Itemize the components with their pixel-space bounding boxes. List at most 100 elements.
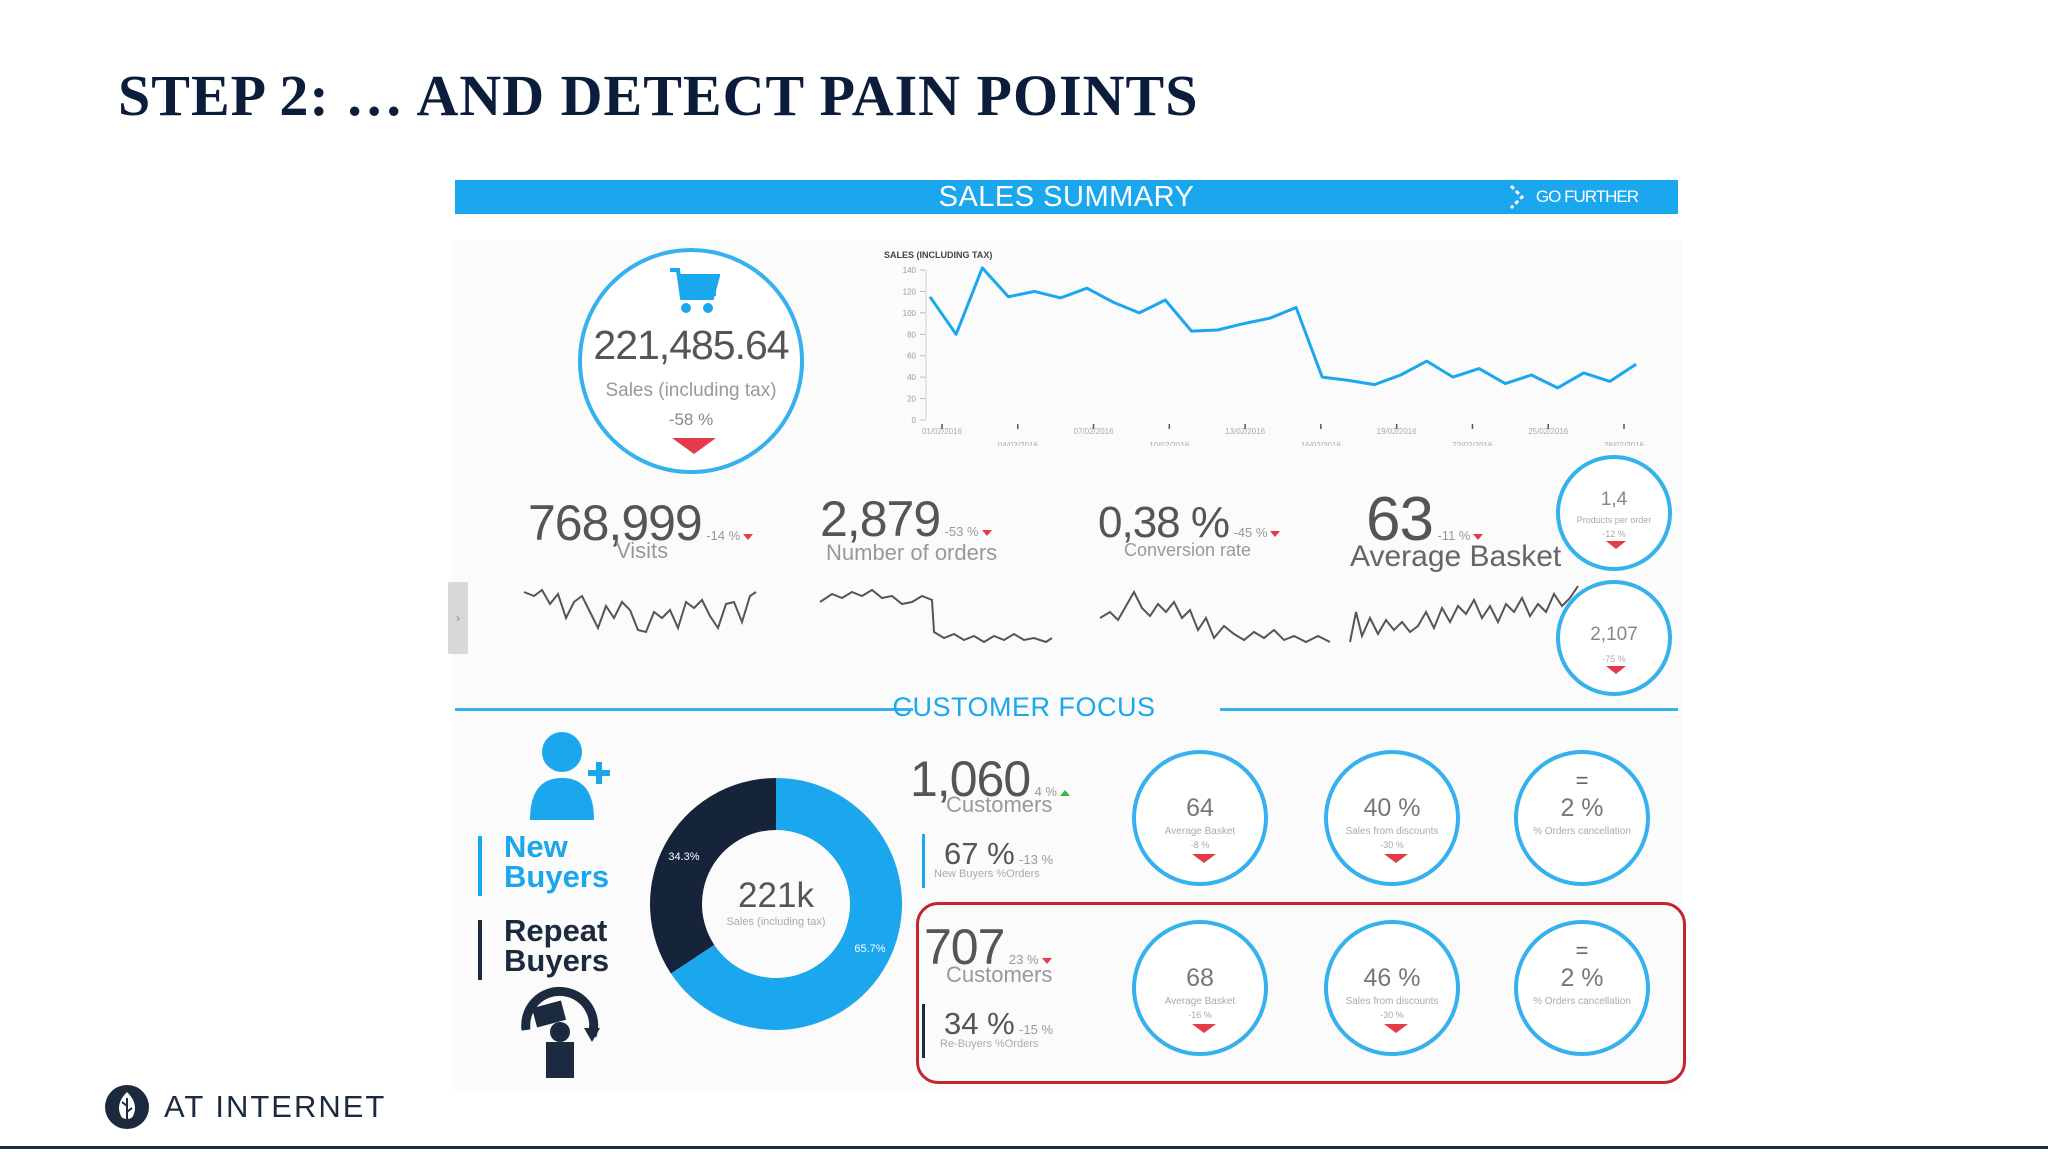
y-tick-label: 120 <box>903 287 917 296</box>
circle-value: 1,4 <box>1600 489 1628 510</box>
circle-label: Average Basket <box>1164 826 1236 837</box>
down-arrow-icon <box>1473 533 1484 540</box>
pct-label: New Buyers %Orders <box>934 868 1040 880</box>
circle-label: % Orders cancellation <box>1533 996 1631 1007</box>
kpi-label: Number of orders <box>826 540 998 565</box>
donut-slice-label: 65.7% <box>854 943 885 955</box>
new-buyers-average-basket-circle: 64 Average Basket -8 % <box>1132 750 1268 886</box>
equal-icon: = <box>1575 938 1589 963</box>
customers-value: 1,060 <box>910 751 1031 807</box>
circle-value: 68 <box>1186 964 1214 992</box>
new-buyers-bar <box>922 834 925 888</box>
new-buyers-label: New Buyers <box>504 829 610 894</box>
new-buyers-customers: 1,060 4 % <box>910 750 1070 808</box>
orders-sparkline <box>819 588 1053 644</box>
down-arrow-icon <box>1606 541 1626 549</box>
divider-line-left <box>455 708 913 711</box>
x-tick-label: 16/02/2016 <box>1301 441 1342 446</box>
sales-line-chart: SALES (INCLUDING TAX) 0 20 40 60 80 100 120 140 0… <box>884 250 1645 446</box>
down-arrow-icon <box>1041 957 1052 964</box>
repeat-buyers-customers: 707 23 % <box>924 918 1052 976</box>
x-tick-label: 25/02/2016 <box>1528 427 1569 436</box>
bottom-rule <box>0 1146 2048 1149</box>
sales-total-value: 221,485.64 <box>593 322 789 368</box>
x-tick-label: 04/02/2016 <box>998 441 1039 446</box>
circle-label: % Orders cancellation <box>1533 826 1631 837</box>
circle-change: -30 % <box>1380 840 1404 850</box>
kpi-orders: 2,879 -53 % <box>820 490 992 548</box>
circle-label: Products per order <box>1576 515 1652 525</box>
x-tick-label: 19/02/2016 <box>1377 427 1418 436</box>
kpi-conversion: 0,38 % -45 % <box>1098 498 1281 548</box>
y-tick-label: 80 <box>907 330 916 339</box>
kpi-value: 0,38 % <box>1098 498 1230 547</box>
circle-change: -16 % <box>1188 1010 1212 1020</box>
repeat-buyers-average-basket-circle: 68 Average Basket -16 % <box>1132 920 1268 1056</box>
sales-total-change: -58 % <box>668 410 714 429</box>
circle-value: 2 % <box>1560 794 1604 822</box>
kpi-change: -45 % <box>1233 525 1281 540</box>
brand-name: AT INTERNET <box>164 1089 387 1124</box>
side-collapse-tab[interactable]: › <box>448 582 468 654</box>
circle-label: Sales from discounts <box>1345 996 1439 1007</box>
sales-summary-header: SALES SUMMARY GO FURTHER <box>455 180 1678 214</box>
pct-change: -15 % <box>1019 1022 1054 1037</box>
customers-change: 4 % <box>1035 784 1070 799</box>
circle-change: -75 % <box>1602 654 1626 664</box>
sales-series-line <box>928 266 1637 390</box>
kpi-label: Conversion rate <box>1124 540 1252 560</box>
down-arrow-icon <box>1192 854 1216 863</box>
metric-circle-2107: 2,107 -75 % <box>1556 580 1672 696</box>
repeat-buyers-bar <box>922 1004 925 1058</box>
pct-change: -13 % <box>1019 852 1054 867</box>
y-tick-label: 40 <box>907 373 916 382</box>
down-arrow-icon <box>981 529 992 536</box>
circle-value: 2,107 <box>1590 624 1638 645</box>
x-tick-label: 01/02/2016 <box>922 427 963 436</box>
products-per-order-circle: 1,4 Products per order -12 % <box>1556 455 1672 571</box>
donut-center-value: 221k <box>738 876 814 915</box>
kpi-change: -11 % <box>1437 528 1484 543</box>
kpi-label: Visits <box>616 538 669 563</box>
sales-total-circle: 221,485.64 Sales (including tax) -58 % <box>578 248 804 474</box>
pain-point-highlight <box>916 902 1686 1084</box>
kpi-value: 768,999 <box>528 495 703 551</box>
new-buyers-pct: 67 % -13 % <box>944 836 1053 872</box>
kpi-visits: 768,999 -14 % <box>528 494 754 552</box>
kpi-value: 63 <box>1366 485 1434 554</box>
x-tick-label: 28/02/2016 <box>1604 441 1645 446</box>
circle-label: Sales from discounts <box>1345 826 1439 837</box>
sales-summary-title: SALES SUMMARY <box>938 181 1195 213</box>
circle-change: -12 % <box>1602 529 1626 539</box>
kpi-change: -14 % <box>706 528 754 543</box>
circle-value: 40 % <box>1363 794 1421 822</box>
at-internet-logo-icon <box>105 1085 149 1129</box>
customers-change: 23 % <box>1009 952 1052 967</box>
customers-label: Customers <box>946 792 1053 817</box>
chart-title: SALES (INCLUDING TAX) <box>884 250 992 260</box>
pct-value: 34 % <box>944 1006 1015 1041</box>
kpi-label: Average Basket <box>1350 540 1562 573</box>
y-tick-label: 140 <box>903 266 917 275</box>
new-buyers-discount-circle: 40 % Sales from discounts -30 % <box>1324 750 1460 886</box>
donut-slice-new-buyers <box>670 778 902 1030</box>
average-basket-sparkline <box>1349 585 1579 643</box>
circle-value: 64 <box>1186 794 1214 822</box>
x-tick-label: 10/02/2016 <box>1149 441 1190 446</box>
conversion-sparkline <box>1099 589 1331 644</box>
x-tick-label: 07/02/2016 <box>1074 427 1115 436</box>
down-arrow-icon <box>1384 854 1408 863</box>
chevron-right-icon <box>1509 184 1525 210</box>
y-tick-label: 20 <box>907 395 916 404</box>
new-buyer-icon <box>530 732 610 820</box>
y-tick-label: 100 <box>903 309 917 318</box>
down-arrow-icon <box>1192 1024 1216 1033</box>
down-arrow-icon <box>1606 666 1626 674</box>
customers-label: Customers <box>946 962 1053 987</box>
circle-change: -30 % <box>1380 1010 1404 1020</box>
y-tick-label: 0 <box>912 416 917 425</box>
kpi-change: -53 % <box>945 524 992 539</box>
go-further-link[interactable]: GO FURTHER <box>1508 180 1639 214</box>
circle-value: 2 % <box>1560 964 1604 992</box>
x-tick-label: 22/02/2016 <box>1452 441 1493 446</box>
